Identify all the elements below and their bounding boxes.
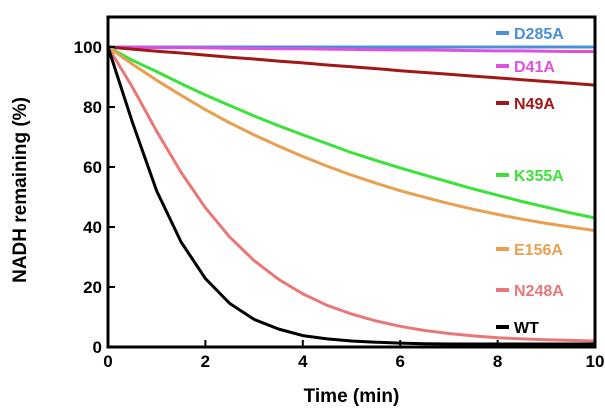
- y-tick-label: 80: [83, 98, 102, 117]
- x-tick-label: 8: [493, 352, 502, 371]
- y-tick-label: 100: [74, 38, 102, 57]
- x-axis: 0 2 4 6 8 10: [103, 340, 604, 371]
- series-line-k355a: [106, 45, 597, 220]
- series-layer: [106, 45, 597, 346]
- x-tick-label: 2: [201, 352, 210, 371]
- x-axis-title: Time (min): [304, 386, 400, 407]
- series-line-n248a: [106, 45, 597, 343]
- y-tick-label: 20: [83, 278, 102, 297]
- y-tick-label: 0: [93, 338, 102, 357]
- x-tick-label: 10: [586, 352, 605, 371]
- legend-label-d41a: D41A: [514, 59, 555, 76]
- legend-label-k355a: K355A: [514, 168, 564, 185]
- legend-label-e156a: E156A: [514, 242, 563, 259]
- legend-label-wt: WT: [514, 320, 539, 337]
- y-tick-label: 40: [83, 218, 102, 237]
- x-tick-label: 6: [395, 352, 404, 371]
- legend-label-n49a: N49A: [514, 96, 555, 113]
- y-axis-title: NADH remaining (%): [10, 97, 31, 283]
- legend-label-n248a: N248A: [514, 283, 564, 300]
- legend: D285A D41A N49A K355A E156A N248A WT: [496, 26, 564, 337]
- series-line-wt: [106, 45, 597, 346]
- series-line-d41a: [106, 45, 597, 53]
- y-axis: 0 20 40 60 80 100: [74, 38, 115, 357]
- x-tick-label: 0: [103, 352, 112, 371]
- legend-label-d285a: D285A: [514, 26, 564, 43]
- plot-frame: [106, 15, 597, 349]
- series-line-e156a: [106, 45, 597, 233]
- x-tick-label: 4: [298, 352, 308, 371]
- y-tick-label: 60: [83, 158, 102, 177]
- series-line-n49a: [106, 45, 597, 87]
